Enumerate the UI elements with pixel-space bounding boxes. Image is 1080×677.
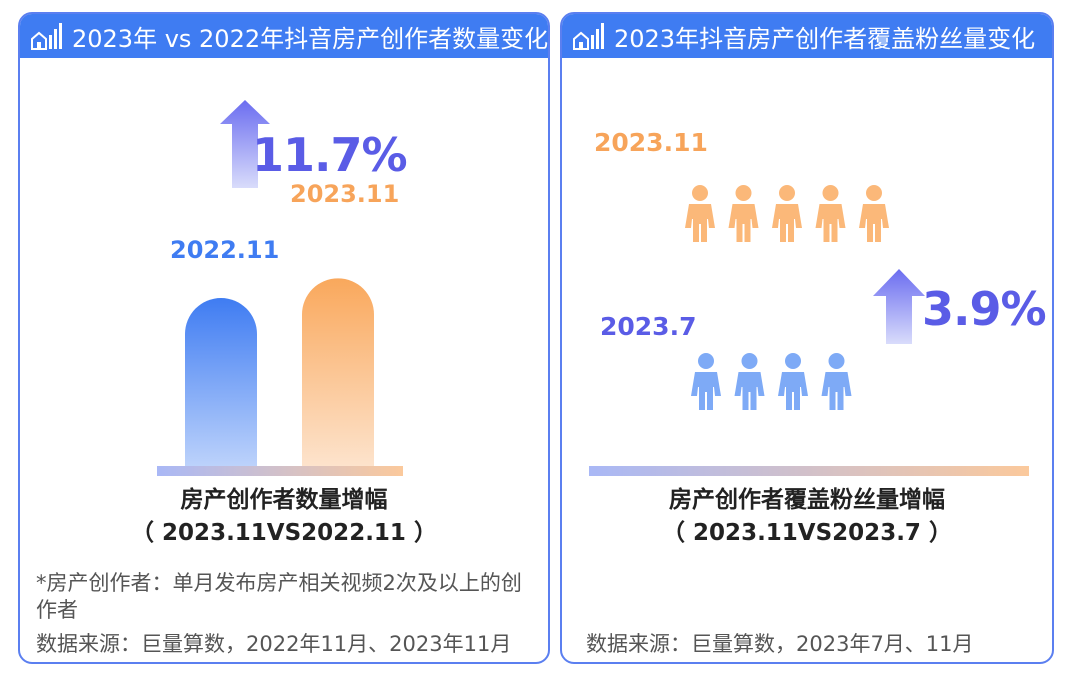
panel-creator-count: 2023年 vs 2022年抖音房产创作者数量变化 11.7% 2022.11 … (18, 12, 550, 664)
panel-title: 2023年抖音房产创作者覆盖粉丝量变化 (614, 24, 1036, 53)
label-2023-7: 2023.7 (600, 312, 697, 341)
bar-label-2023: 2023.11 (290, 180, 400, 208)
arrow-up-icon (873, 269, 925, 344)
data-source: 数据来源：巨量算数，2022年11月、2023年11月 (36, 632, 512, 656)
building-chart-icon (573, 23, 604, 50)
bar-2023 (302, 278, 374, 466)
person-icon-2023-11 (815, 185, 846, 242)
panel-fan-coverage: 2023年抖音房产创作者覆盖粉丝量变化 2023.11 2023.7 3.9% … (560, 12, 1054, 664)
bar-label-2022: 2022.11 (170, 236, 280, 264)
data-source: 数据来源：巨量算数，2023年7月、11月 (586, 632, 974, 656)
label-2023-11: 2023.11 (594, 128, 708, 157)
person-icon-2023-7 (734, 353, 765, 410)
person-icon-2023-7 (691, 353, 721, 410)
person-icon-2023-11 (772, 185, 802, 242)
panel-title: 2023年 vs 2022年抖音房产创作者数量变化 (72, 24, 549, 53)
caption-period: （ 2023.11VS2022.11 ） (131, 520, 437, 546)
arrow-up-icon (220, 100, 270, 188)
person-icon-2023-7 (821, 353, 852, 410)
person-icon-2023-7 (778, 353, 808, 410)
panel-header: 2023年 vs 2022年抖音房产创作者数量变化 (20, 14, 548, 58)
caption-title: 房产创作者数量增幅 (180, 487, 388, 513)
growth-value: 11.7% (252, 128, 408, 182)
baseline (157, 466, 403, 476)
footnote: *房产创作者：单月发布房产相关视频2次及以上的创作者 (36, 571, 522, 622)
building-chart-icon (31, 23, 62, 50)
bar-2022 (185, 298, 257, 466)
person-icon-2023-11 (728, 185, 759, 242)
caption: 房产创作者覆盖粉丝量增幅 （ 2023.11VS2023.7 ） (562, 484, 1052, 550)
baseline (589, 466, 1029, 476)
caption: 房产创作者数量增幅 （ 2023.11VS2022.11 ） (20, 484, 548, 550)
growth-value: 3.9% (922, 282, 1047, 336)
person-icon-2023-11 (859, 185, 889, 242)
bar-chart (157, 100, 403, 476)
person-icon-2023-11 (685, 185, 715, 242)
pictogram-chart (589, 185, 1029, 476)
panel-header: 2023年抖音房产创作者覆盖粉丝量变化 (562, 14, 1052, 58)
caption-period: （ 2023.11VS2023.7 ） (662, 520, 952, 546)
caption-title: 房产创作者覆盖粉丝量增幅 (669, 487, 945, 513)
